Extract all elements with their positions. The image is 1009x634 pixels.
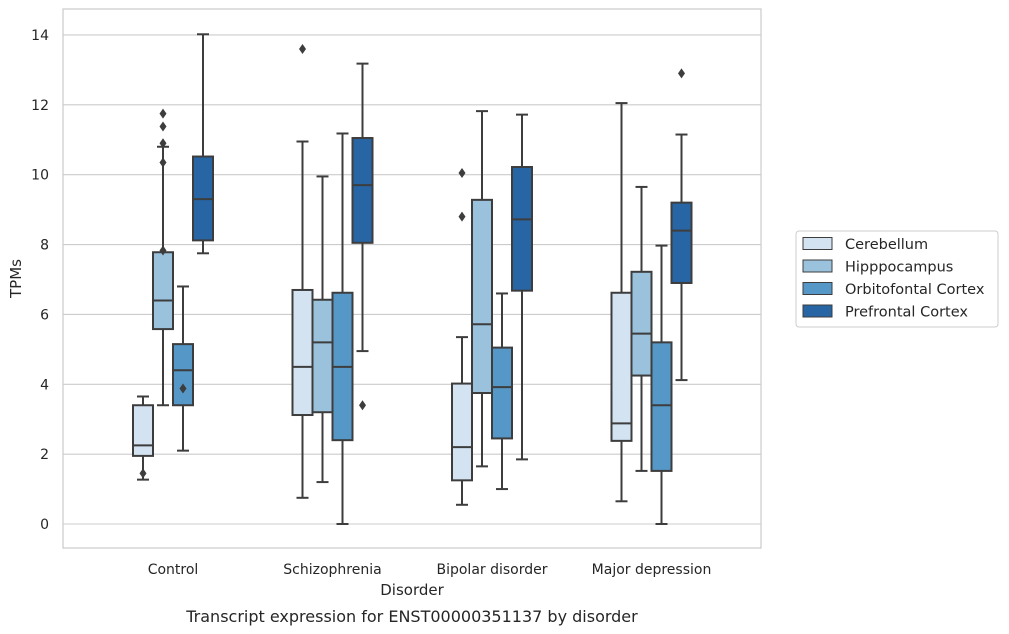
box-plot (471, 110, 493, 468)
legend-swatch (802, 259, 833, 273)
box-plot (511, 113, 533, 461)
box-iqr (650, 341, 673, 472)
outlier-point (179, 383, 187, 394)
legend-label: Prefrontal Cortex (845, 305, 968, 321)
legend-swatch (802, 282, 833, 295)
y-tick-label: 6 (40, 307, 49, 323)
outlier-point (139, 468, 147, 479)
box-plot (630, 185, 653, 472)
box-iqr (610, 291, 633, 442)
box-iqr (152, 251, 174, 331)
box-plot (670, 68, 693, 382)
y-tick-label: 14 (31, 28, 49, 44)
y-tick-label: 8 (40, 238, 49, 254)
box-iqr (511, 166, 533, 292)
outlier-point (159, 108, 167, 119)
outlier-point (159, 245, 167, 256)
y-tick-labels: 0 2 4 6 8 10 12 14 (31, 28, 49, 533)
box-iqr (451, 382, 473, 482)
box-iqr (670, 201, 693, 284)
outlier-point (159, 138, 167, 149)
legend-swatch (802, 237, 833, 250)
x-tick-labels: Control Schizophrenia Bipolar disorder Majo… (148, 562, 712, 578)
legend-frame (795, 230, 999, 328)
box-plot (291, 43, 314, 499)
y-tick-label: 0 (40, 517, 49, 533)
y-tick-label: 4 (40, 377, 49, 393)
outlier-point (458, 211, 466, 222)
x-tick-label: Bipolar disorder (436, 562, 547, 578)
legend-swatch (802, 304, 833, 318)
box-iqr (471, 198, 493, 395)
outlier-point (159, 157, 167, 168)
legend-label: Hipppocampus (845, 260, 953, 276)
box-plots (132, 33, 693, 525)
box-plot (172, 285, 194, 452)
y-tick-label: 2 (40, 447, 49, 463)
box-plot (132, 395, 154, 481)
x-tick-label: Control (148, 562, 199, 578)
legend-label: Cerebellum (845, 237, 928, 253)
box-plot (192, 33, 214, 255)
outlier-point (299, 43, 306, 54)
outlier-point (458, 167, 466, 178)
box-iqr (291, 288, 314, 417)
box-plot (331, 132, 354, 525)
outlier-point (359, 400, 366, 411)
x-tick-label: Schizophrenia (283, 562, 381, 578)
legend: Cerebellum Hipppocampus Orbitofontal Corte… (795, 230, 999, 328)
outlier-point (678, 68, 685, 79)
y-tick-label: 12 (31, 98, 49, 114)
box-plot (491, 292, 513, 491)
x-axis-label: Disorder (380, 581, 444, 599)
box-iqr (351, 137, 374, 244)
legend-label: Orbitofontal Cortex (845, 282, 985, 298)
box-iqr (311, 298, 334, 414)
x-tick-label: Major depression (592, 562, 712, 578)
box-plot (152, 108, 174, 407)
box-plot (351, 62, 374, 411)
chart-caption: Transcript expression for ENST0000035113… (185, 607, 638, 626)
box-iqr (630, 270, 653, 377)
outlier-point (159, 121, 167, 132)
box-iqr (172, 343, 194, 407)
y-axis-label: TPMs (7, 259, 25, 299)
box-plot (650, 244, 673, 525)
box-plot (451, 167, 473, 506)
y-tick-label: 10 (31, 168, 49, 184)
box-iqr (491, 346, 513, 440)
box-iqr (132, 404, 154, 457)
plot-frame (62, 8, 762, 549)
